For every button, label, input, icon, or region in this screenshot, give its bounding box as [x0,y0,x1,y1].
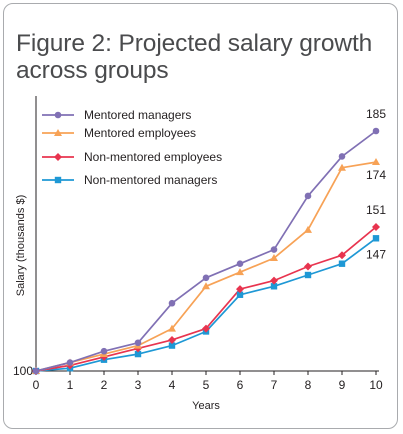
end-value-label: 147 [366,247,386,261]
x-tick-label: 3 [135,378,142,392]
data-point [236,285,244,294]
data-point [32,367,40,375]
data-point [338,153,346,160]
data-point [338,251,346,260]
data-point [202,324,210,333]
data-point [270,283,278,290]
data-point [202,274,210,282]
x-tick-label: 5 [203,378,210,392]
x-tick-label: 0 [33,378,40,392]
end-value-label: 174 [366,168,386,182]
data-point [304,225,312,233]
legend-marker [54,129,62,136]
data-point [304,271,312,279]
data-point [168,342,176,349]
legend-marker [54,153,62,161]
series-line [35,226,377,372]
data-point [236,291,244,298]
x-tick-label: 1 [67,378,74,392]
chart-title-line-2: across groups [16,57,169,84]
chart-title-line-1: Figure 2: Projected salary growth [16,30,373,57]
legend-label: Non-mentored managers [84,173,217,187]
x-tick-label: 6 [237,378,244,392]
y-tick-label: 100 [13,364,33,378]
data-point [100,347,108,355]
legend-marker [54,111,62,119]
figure-frame [3,3,398,429]
x-tick-label: 8 [305,378,312,392]
data-point [168,299,176,307]
legend-label: Mentored employees [84,126,196,140]
data-point [372,158,380,166]
end-value-label: 185 [366,107,386,121]
data-point [134,339,142,347]
legend-marker [54,176,62,184]
legend-label: Mentored managers [84,108,191,122]
data-point [338,260,346,267]
data-point [134,350,142,358]
y-axis-label: Salary (thousands $) [15,195,27,297]
data-point [372,127,380,135]
end-value-label: 151 [366,203,386,217]
x-tick-label: 10 [369,378,383,392]
data-point [304,262,312,271]
x-tick-label: 7 [271,378,278,392]
data-point [168,324,176,332]
data-point [372,223,380,231]
data-point [66,359,74,366]
series-line [35,237,377,372]
data-point [202,282,210,290]
data-point [372,235,380,242]
data-point [304,192,312,200]
x-tick-label: 4 [169,378,176,392]
data-point [270,246,278,253]
data-point [270,276,278,285]
series-line [35,130,377,372]
data-point [338,163,346,171]
x-axis-label: Years [192,400,220,412]
legend-label: Non-mentored employees [84,150,222,164]
x-tick-label: 9 [339,378,346,392]
data-point [236,268,244,276]
data-point [168,335,176,344]
data-point [270,254,278,262]
x-tick-label: 2 [101,378,108,392]
data-point [236,260,244,268]
series-line [35,161,377,372]
